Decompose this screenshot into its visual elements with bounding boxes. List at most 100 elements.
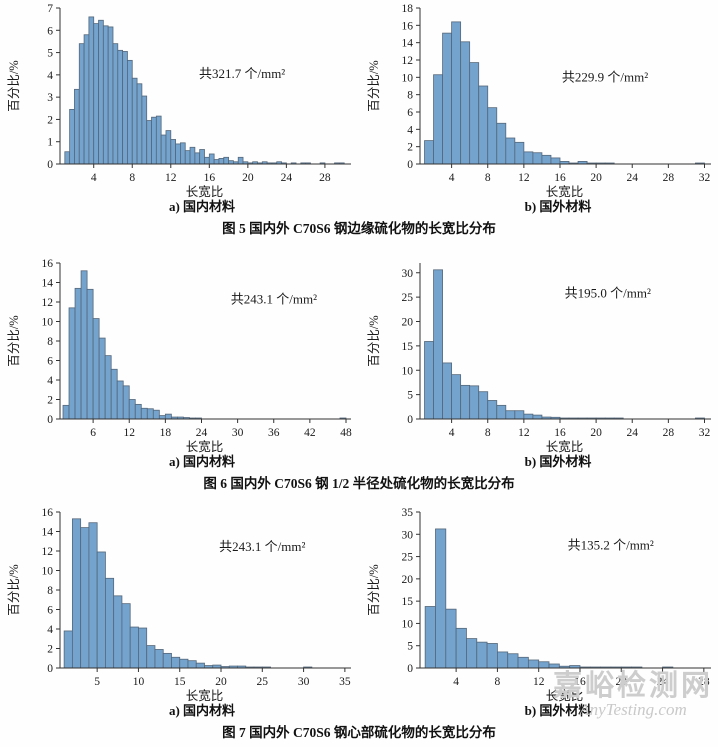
figure-7-caption: 图 7 国内外 C70S6 钢心部硫化物的长宽比分布 [222, 725, 496, 740]
y-tick-label: 0 [407, 663, 413, 675]
histogram-bar [140, 407, 148, 420]
y-tick-label: 35 [402, 507, 414, 519]
histogram-bar [184, 150, 191, 165]
histogram-bar [93, 23, 99, 165]
y-tick-label: 2 [47, 644, 53, 656]
histogram-bar [541, 154, 552, 165]
density-annotation: 共243.1 个/mm² [231, 292, 317, 307]
histogram-bar [213, 159, 220, 165]
fig7b-panel-caption: b) 国外材料 [524, 703, 592, 718]
histogram-bar [550, 157, 561, 165]
y-tick-label: 10 [402, 72, 414, 84]
y-axis-label: 百分比/% [7, 315, 21, 366]
x-tick-label: 4 [453, 676, 459, 688]
histogram-bar [175, 143, 181, 165]
histogram-bar [505, 410, 516, 420]
histogram-bar [532, 152, 543, 165]
histogram-bar [451, 21, 462, 165]
x-tick-label: 32 [699, 172, 711, 184]
figure-5-caption: 图 5 国内外 C70S6 钢边缘硫化物的长宽比分布 [222, 221, 496, 236]
density-annotation: 共321.7 个/mm² [199, 66, 285, 81]
histogram-bar [154, 649, 164, 669]
histogram-bar [476, 641, 488, 669]
histogram-bar [237, 156, 244, 165]
histogram-bar [486, 643, 498, 669]
y-axis-label: 百分比/% [367, 60, 381, 111]
y-tick-label: 4 [407, 124, 413, 136]
y-tick-label: 8 [47, 336, 53, 348]
histogram-bar [110, 368, 118, 420]
figure-7-charts-row: 0 2 4 6 8 10 12 14 16 5 10 15 20 25 30 35 百分比/% 长宽比 共243.1… [0, 504, 718, 720]
histogram-bar [496, 404, 507, 420]
x-tick-label: 28 [319, 172, 331, 184]
y-tick-label: 10 [402, 365, 414, 377]
y-tick-label: 5 [407, 390, 413, 402]
histogram-bar [455, 627, 467, 669]
histogram-bar [98, 337, 106, 420]
x-tick-label: 12 [518, 172, 530, 184]
y-tick-label: 12 [42, 297, 54, 309]
histogram-bar [223, 156, 229, 165]
fig5-chart-b: 0 2 4 6 8 10 12 14 16 18 4 8 12 16 20 24 28 32 百分比/% 长宽比 共22… [356, 0, 716, 216]
histogram-bar [102, 25, 109, 165]
histogram-bar [68, 307, 76, 420]
fig6-chart-a: 0 2 4 6 8 10 12 14 16 6 12 18 24 30 36 42 48 百分比/% 长宽比 共243… [0, 255, 356, 471]
x-tick-label: 35 [339, 676, 351, 688]
fig7-chart-a: 0 2 4 6 8 10 12 14 16 5 10 15 20 25 30 35 百分比/% 长宽比 共243.1… [0, 504, 356, 720]
y-tick-label: 25 [402, 292, 414, 304]
y-tick-label: 14 [42, 278, 54, 290]
histogram-bar [80, 527, 90, 669]
y-tick-label: 4 [47, 70, 53, 82]
figure-6-block: 0 2 4 6 8 10 12 14 16 6 12 18 24 30 36 42 48 百分比/% 长宽比 共243… [0, 249, 718, 498]
histogram-bar [460, 384, 471, 420]
histogram-bar [527, 659, 540, 669]
histogram-bar [74, 88, 80, 165]
histogram-bar [194, 152, 201, 165]
x-axis-label: 长宽比 [546, 688, 584, 702]
histogram-bar [151, 116, 157, 165]
histogram-bar [152, 409, 160, 420]
x-tick-label: 4 [449, 427, 455, 439]
y-tick-label: 6 [47, 356, 53, 368]
x-tick-label: 20 [215, 676, 227, 688]
y-axis-label: 百分比/% [367, 315, 381, 366]
histogram-bar [78, 43, 85, 165]
density-annotation: 共135.2 个/mm² [568, 537, 654, 552]
histogram-bar [136, 83, 143, 165]
histogram-bar [189, 146, 196, 165]
x-tick-label: 4 [91, 172, 97, 184]
y-tick-label: 10 [42, 317, 54, 329]
histogram-bar [117, 49, 124, 165]
histogram-bar [424, 341, 434, 420]
x-tick-label: 6 [90, 427, 96, 439]
histogram-bar [92, 318, 100, 420]
y-axis-label: 百分比/% [367, 564, 381, 615]
x-tick-label: 24 [196, 427, 208, 439]
histogram-bar [71, 518, 82, 669]
histogram-bar [129, 626, 139, 669]
histogram-bar [507, 653, 519, 669]
histogram-bar [162, 652, 172, 669]
fig6-chart-b: 0 5 10 15 20 25 30 4 8 12 16 20 24 28 32 百分比/% 长宽比 共195.0… [356, 255, 716, 471]
y-tick-label: 20 [402, 574, 414, 586]
histogram-bar [131, 77, 138, 165]
histogram-bar [496, 122, 507, 165]
x-tick-label: 28 [663, 427, 675, 439]
histogram-bar [74, 287, 82, 420]
histogram-bar [146, 408, 154, 420]
x-tick-label: 16 [554, 427, 566, 439]
histogram-bar [424, 140, 434, 165]
histogram-bar [80, 270, 88, 420]
histogram-bar [127, 59, 133, 165]
histogram-bar [170, 139, 176, 165]
y-tick-label: 3 [47, 92, 53, 104]
y-tick-label: 0 [47, 663, 53, 675]
figure-5-charts-row: 0 1 2 3 4 5 6 7 4 8 12 16 20 24 28 百分比/% 长宽比 共321.7 个/mm²… [0, 0, 718, 216]
y-tick-label: 2 [47, 114, 53, 126]
x-tick-label: 18 [160, 427, 172, 439]
y-tick-label: 2 [47, 395, 53, 407]
histogram-bar [487, 107, 498, 165]
y-tick-label: 16 [42, 258, 54, 270]
histogram-bar [218, 158, 225, 165]
